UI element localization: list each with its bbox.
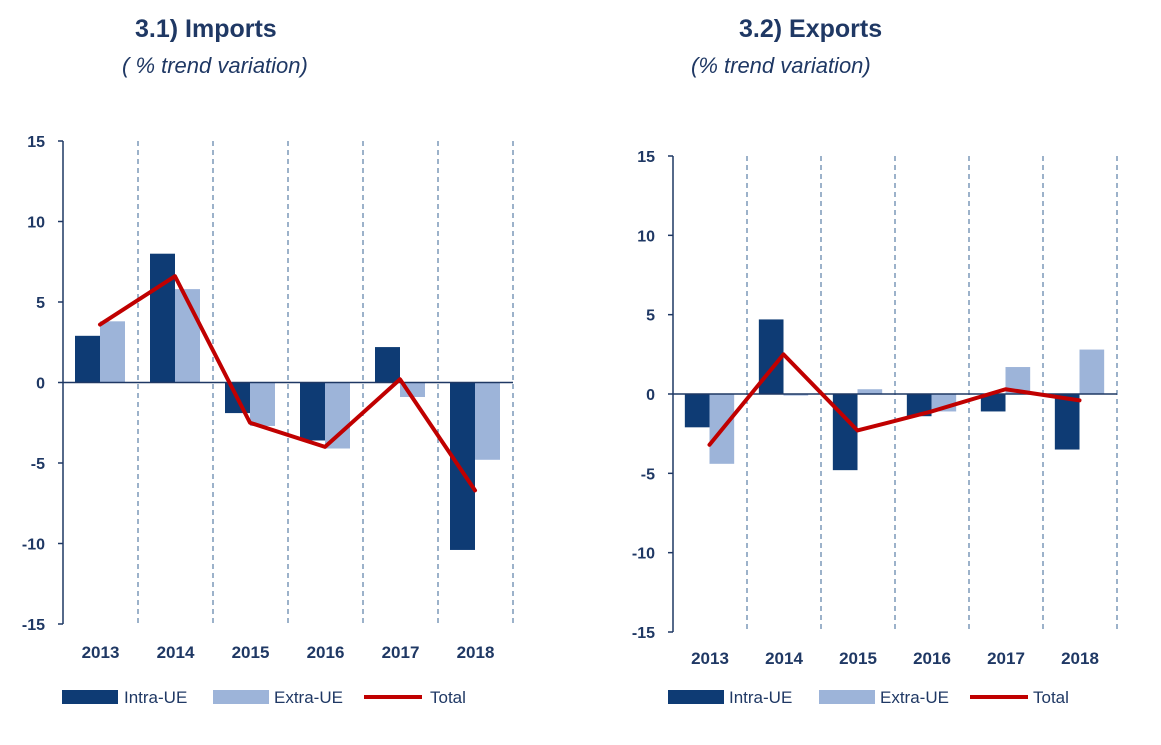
y-tick-label: -5: [641, 466, 655, 483]
x-category-label: 2014: [157, 643, 195, 662]
extra-ue-bar: [1079, 349, 1105, 394]
legend-total-label: Total: [1033, 688, 1069, 707]
y-tick-label: 10: [27, 215, 45, 232]
y-tick-label: 0: [36, 376, 45, 393]
intra-ue-bar: [300, 382, 325, 441]
intra-ue-bar: [832, 394, 858, 471]
y-tick-label: 0: [646, 387, 655, 404]
legend-extra-ue-swatch: [819, 690, 875, 704]
extra-ue-bar: [783, 394, 809, 396]
x-category-label: 2014: [765, 649, 803, 668]
x-category-label: 2013: [691, 649, 729, 668]
legend-intra-label: Intra-UE: [124, 688, 187, 707]
legend-intra-label: Intra-UE: [729, 688, 792, 707]
intra-ue-bar: [684, 394, 710, 428]
y-tick-label: -5: [31, 456, 45, 473]
x-category-label: 2016: [307, 643, 345, 662]
x-category-label: 2016: [913, 649, 951, 668]
imports-chart-svg: 15 10 5 0 -5 -10 -15 2013 2014 2015 2016 2017 2018 In…: [22, 134, 514, 707]
legend-intra-ue-swatch: [62, 690, 118, 704]
chart-title: 3.1) Imports: [135, 15, 277, 43]
x-category-label: 2013: [82, 643, 120, 662]
legend-intra-ue-swatch: [668, 690, 724, 704]
exports-chart-panel: 3.2) Exports (% trend variation) 15 10 5 0 -…: [580, 0, 1160, 745]
legend-extra-ue-swatch: [213, 690, 269, 704]
total-line: [707, 352, 1082, 447]
chart-title: 3.2) Exports: [739, 15, 883, 43]
intra-ue-bar: [75, 335, 100, 383]
x-category-label: 2018: [1061, 649, 1099, 668]
y-tick-label: 15: [27, 134, 45, 151]
x-category-label: 2017: [382, 643, 420, 662]
intra-ue-bar: [1054, 394, 1080, 450]
intra-ue-bar: [375, 347, 400, 383]
legend-extra-label: Extra-UE: [274, 688, 343, 707]
intra-ue-bar: [906, 394, 932, 417]
intra-ue-bar: [450, 382, 475, 550]
y-tick-label: -15: [632, 625, 655, 642]
y-tick-label: 10: [637, 228, 655, 245]
intra-ue-bar: [980, 394, 1006, 412]
chart-subtitle: (% trend variation): [691, 53, 871, 78]
imports-chart-panel: 3.1) Imports ( % trend variation) 15 10 5 0…: [0, 0, 580, 745]
x-category-label: 2015: [232, 643, 270, 662]
x-category-label: 2018: [457, 643, 495, 662]
y-tick-label: -10: [22, 537, 45, 554]
x-category-label: 2015: [839, 649, 877, 668]
chart-subtitle: ( % trend variation): [122, 53, 308, 78]
legend-total-label: Total: [430, 688, 466, 707]
extra-ue-bar: [100, 321, 125, 383]
intra-ue-bar: [150, 253, 175, 383]
y-tick-label: 5: [36, 295, 45, 312]
y-tick-label: 15: [637, 149, 655, 166]
total-line: [98, 274, 477, 493]
x-category-label: 2017: [987, 649, 1025, 668]
y-tick-label: -10: [632, 546, 655, 563]
legend-extra-label: Extra-UE: [880, 688, 949, 707]
extra-ue-bar: [857, 389, 883, 394]
exports-chart-svg: 15 10 5 0 -5 -10 -15 2013 2014 2015 2016 2017 2018 In…: [632, 149, 1118, 707]
extra-ue-bar: [325, 382, 350, 449]
y-tick-label: 5: [646, 308, 655, 325]
y-tick-label: -15: [22, 617, 45, 634]
extra-ue-bar: [475, 382, 500, 460]
extra-ue-bar: [250, 382, 275, 426]
